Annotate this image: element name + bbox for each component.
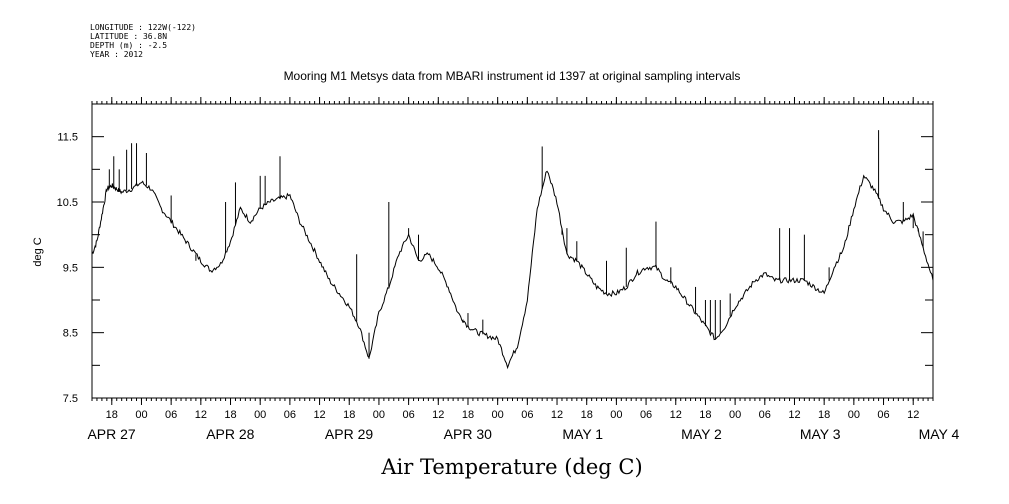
x-axis-label: Air Temperature (deg C) — [380, 455, 642, 479]
x-hour-tick-label: 00 — [135, 409, 147, 421]
x-hour-tick-label: 18 — [581, 409, 593, 421]
y-tick-labels: 7.5 8.5 9.5 10.5 11.5 — [57, 132, 78, 405]
x-hour-tick-label: 00 — [848, 409, 860, 421]
y-tick-label: 9.5 — [63, 262, 78, 274]
y-axis-label: deg C — [32, 237, 44, 266]
x-hour-tick-label: 00 — [254, 409, 266, 421]
x-day-label: MAY 4 — [919, 426, 960, 442]
series-line — [91, 170, 934, 370]
x-hour-tick-label: 12 — [907, 409, 919, 421]
series-group — [91, 130, 934, 370]
x-hour-tick-label: 12 — [195, 409, 207, 421]
x-hour-tick-label: 06 — [640, 409, 652, 421]
x-hour-tick-label: 00 — [729, 409, 741, 421]
meta-depth: DEPTH (m) : -2.5 — [90, 41, 167, 50]
meta-longitude: LONGITUDE : 122W(-122) — [90, 23, 196, 32]
x-day-label: MAY 3 — [800, 426, 841, 442]
x-day-label: MAY 1 — [562, 426, 603, 442]
x-major-ticks — [111, 97, 914, 405]
hour-labels: 18 00 06 12 18 00 06 12 18 00 06 12 18 00 06 12 18 00 06 12… — [106, 409, 920, 421]
x-hour-tick-label: 06 — [165, 409, 177, 421]
x-hour-tick-label: 06 — [402, 409, 414, 421]
x-hour-tick-label: 00 — [373, 409, 385, 421]
x-hour-tick-label: 12 — [313, 409, 325, 421]
x-hour-tick-label: 18 — [343, 409, 355, 421]
meta-year: YEAR : 2012 — [90, 50, 143, 59]
x-hour-tick-label: 12 — [432, 409, 444, 421]
x-hour-tick-label: 12 — [670, 409, 682, 421]
x-hour-tick-label: 18 — [106, 409, 118, 421]
y-tick-label: 11.5 — [57, 132, 78, 144]
y-tick-label: 8.5 — [63, 328, 78, 340]
meta-latitude: LATITUDE : 36.8N — [90, 32, 167, 41]
y-tick-label: 7.5 — [63, 393, 78, 405]
x-day-label: APR 28 — [206, 426, 254, 442]
x-hour-tick-label: 06 — [521, 409, 533, 421]
y-tick-label: 10.5 — [57, 197, 78, 209]
y-ticks — [92, 103, 933, 399]
day-labels: APR 27 APR 28 APR 29 APR 30 MAY 1 MAY 2 MAY 3 M… — [87, 426, 959, 442]
x-day-label: APR 27 — [87, 426, 135, 442]
x-hour-tick-label: 00 — [610, 409, 622, 421]
x-hour-tick-label: 06 — [877, 409, 889, 421]
x-day-label: APR 29 — [325, 426, 373, 442]
x-hour-tick-label: 18 — [818, 409, 830, 421]
x-hour-tick-label: 18 — [462, 409, 474, 421]
x-hour-tick-label: 12 — [551, 409, 563, 421]
x-day-label: APR 30 — [444, 426, 492, 442]
x-hour-tick-label: 18 — [699, 409, 711, 421]
x-hour-tick-label: 18 — [224, 409, 236, 421]
x-day-label: MAY 2 — [681, 426, 722, 442]
chart-title: Mooring M1 Metsys data from MBARI instru… — [284, 69, 741, 83]
x-hour-tick-label: 06 — [284, 409, 296, 421]
x-hour-tick-label: 12 — [788, 409, 800, 421]
x-hour-tick-label: 06 — [759, 409, 771, 421]
x-hour-tick-label: 00 — [492, 409, 504, 421]
